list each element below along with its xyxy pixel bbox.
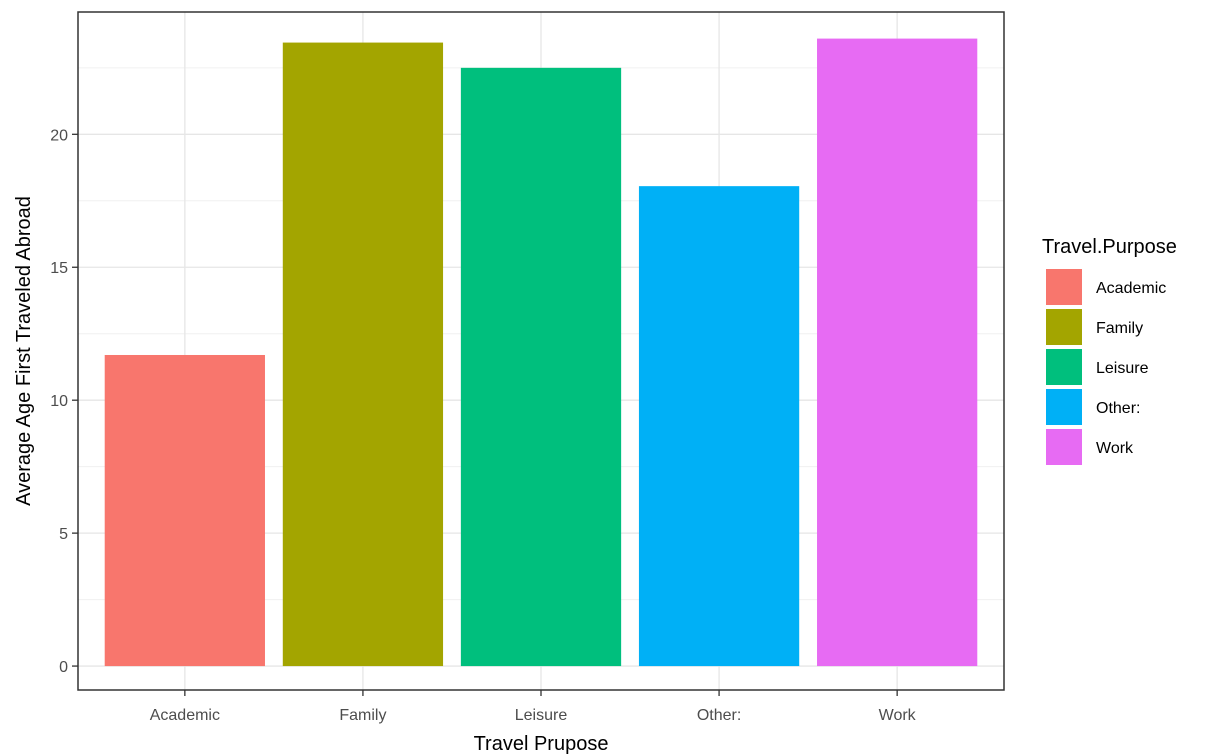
x-tick-label: Leisure — [515, 707, 568, 724]
legend-label: Academic — [1096, 280, 1166, 297]
bar-leisure — [460, 67, 622, 667]
legend-title: Travel.Purpose — [1042, 236, 1177, 258]
legend-key-other — [1046, 389, 1082, 425]
legend-key-family — [1046, 309, 1082, 345]
legend-label: Work — [1096, 440, 1134, 457]
y-tick-label: 0 — [59, 659, 68, 676]
bar-family — [282, 42, 444, 667]
y-tick-label: 20 — [50, 127, 68, 144]
y-tick-label: 5 — [59, 526, 68, 543]
x-tick-label: Work — [879, 707, 917, 724]
legend-key-leisure — [1046, 349, 1082, 385]
bar-work — [817, 38, 978, 667]
legend-label: Other: — [1096, 400, 1140, 417]
y-axis: 0 5 10 15 20 — [50, 127, 78, 676]
y-axis-title: Average Age First Traveled Abroad — [13, 196, 35, 506]
bar-other — [638, 186, 800, 667]
x-axis: Academic Family Leisure Other: Work — [150, 690, 917, 724]
x-tick-label: Family — [339, 707, 386, 724]
legend-key-academic — [1046, 269, 1082, 305]
bars — [104, 38, 978, 667]
legend-key-work — [1046, 429, 1082, 465]
bar-academic — [104, 354, 265, 667]
legend-label: Leisure — [1096, 360, 1149, 377]
y-tick-label: 15 — [50, 260, 68, 277]
legend-label: Family — [1096, 320, 1143, 337]
x-tick-label: Other: — [697, 707, 741, 724]
x-tick-label: Academic — [150, 707, 220, 724]
x-axis-title: Travel Prupose — [474, 733, 609, 755]
y-tick-label: 10 — [50, 393, 68, 410]
legend: Travel.Purpose Academic Family Leisure Othe… — [1042, 236, 1177, 465]
